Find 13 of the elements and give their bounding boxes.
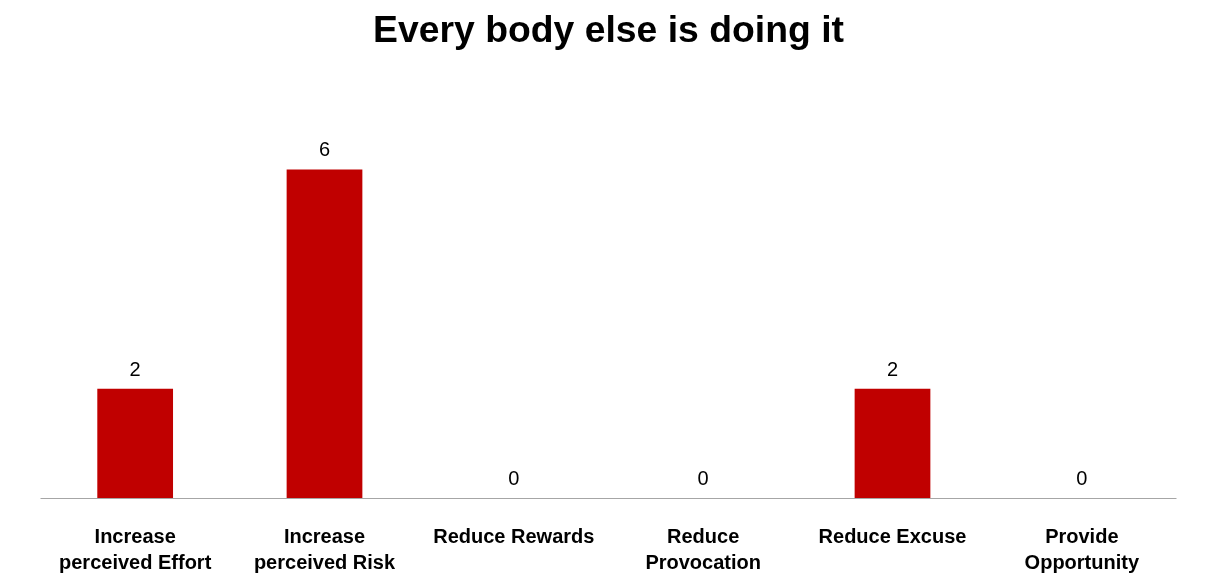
x-tick-label: Increase perceived Risk: [253, 524, 396, 573]
data-label: 2: [129, 357, 141, 380]
data-label: 6: [318, 138, 331, 161]
x-tick-label: Provide Opportunity: [1024, 524, 1140, 573]
x-tick-label: Increase perceived Effort: [59, 524, 212, 573]
chart-title: Every body else is doing it: [373, 7, 844, 50]
data-label: 2: [886, 357, 899, 380]
x-tick-label: Reduce Rewards: [433, 524, 595, 547]
x-tick-label: Reduce Excuse: [818, 524, 967, 547]
data-label: 0: [1076, 467, 1088, 490]
x-tick-label: Reduce Provocation: [645, 524, 761, 573]
data-label: 0: [508, 467, 520, 490]
data-label: 0: [697, 467, 709, 490]
